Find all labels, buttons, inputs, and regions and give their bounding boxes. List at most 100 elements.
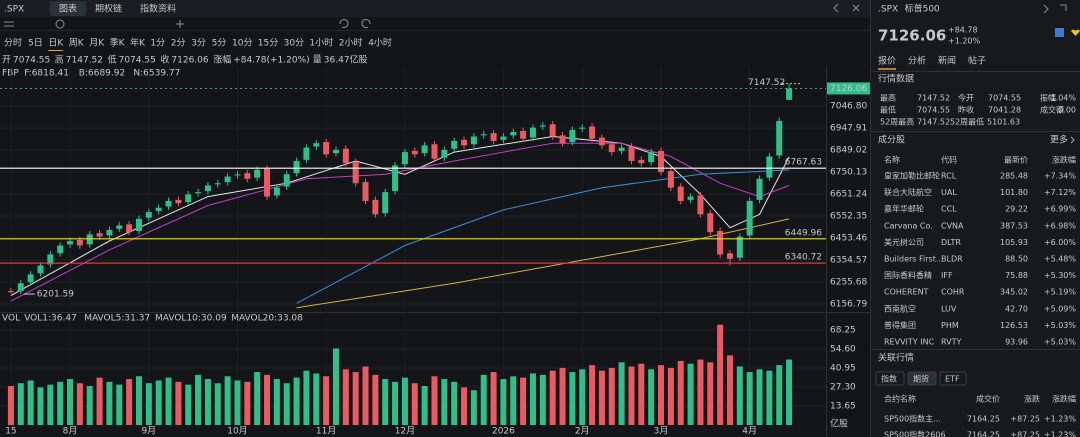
related-tab[interactable]: ETF <box>945 375 960 384</box>
candle-body <box>648 152 655 163</box>
sidebar-tab[interactable]: 帖子 <box>968 55 986 67</box>
period-button[interactable]: 5分 <box>212 38 227 49</box>
candle-body <box>283 174 290 187</box>
period-button[interactable]: 30分 <box>284 38 304 49</box>
constituent-cell: +5.09% <box>1044 304 1077 313</box>
period-button[interactable]: 年K <box>130 37 146 49</box>
volume-bar <box>204 379 211 425</box>
period-button[interactable]: 2小时 <box>339 37 363 49</box>
candle-body <box>717 231 724 255</box>
related-tab[interactable]: 期货 <box>913 374 929 384</box>
constituent-cell[interactable]: 国际香料香精 <box>884 270 932 280</box>
related-background <box>871 349 1080 437</box>
sidebar-tab[interactable]: 新闻 <box>938 55 956 67</box>
icon[interactable] <box>4 21 14 27</box>
candle-body <box>47 254 54 265</box>
column-header: 涨跌幅 <box>1052 394 1076 404</box>
volume-bar <box>589 365 596 425</box>
period-button[interactable]: 分时 <box>4 37 22 49</box>
related-cell: 7164.25 <box>967 431 1000 437</box>
low-marker-label: 6201.59 <box>37 290 74 300</box>
data-label: 52周最高 <box>880 117 914 127</box>
constituent-cell[interactable]: Carvana Co. <box>884 221 933 230</box>
sidebar-change: +84.78 <box>948 26 978 35</box>
constituent-cell[interactable]: COHERENT <box>884 288 929 297</box>
related-cell[interactable]: SP500指数主... <box>884 414 941 424</box>
volume-bar <box>155 380 162 425</box>
period-button[interactable]: 1分 <box>150 38 165 49</box>
constituent-cell[interactable]: 西南航空 <box>884 303 916 313</box>
period-button[interactable]: 季K <box>110 37 126 49</box>
volume-bar <box>559 367 566 425</box>
volume-bar <box>293 377 300 425</box>
volume-bar <box>539 374 546 425</box>
tab[interactable]: 图表 <box>59 3 77 15</box>
tab[interactable]: 指数资料 <box>140 3 176 15</box>
icon[interactable] <box>55 19 65 29</box>
period-button[interactable]: 15分 <box>258 38 278 49</box>
candle-body <box>195 192 202 194</box>
candle-body <box>244 173 251 179</box>
period-button[interactable]: 3分 <box>191 38 206 49</box>
sidebar-tab[interactable]: 分析 <box>908 55 926 67</box>
period-button[interactable]: 周K <box>69 38 85 49</box>
candle-body <box>293 160 300 174</box>
candle-body <box>17 283 24 292</box>
constituent-cell[interactable]: 美元树公司 <box>884 237 924 247</box>
candle-body <box>451 140 458 149</box>
volume-bar <box>106 381 113 425</box>
period-button[interactable]: 5日 <box>28 38 43 49</box>
constituent-cell[interactable]: Builders First... <box>884 255 943 264</box>
related-cell[interactable]: SP500指数2606 <box>884 430 946 437</box>
icon[interactable] <box>852 4 860 12</box>
x-tick-label: 2026 <box>492 427 515 437</box>
toolbar-icons[interactable] <box>4 3 860 29</box>
period-button[interactable]: 月K <box>89 38 105 49</box>
constituent-cell: +5.19% <box>1044 288 1077 297</box>
volume-legend-entry: VOL1:36.47 <box>24 314 77 324</box>
data-value: 7041.28 <box>988 106 1021 115</box>
candle-body <box>510 132 517 136</box>
candle-body <box>254 169 261 178</box>
related-cell: +87.25 <box>1010 415 1040 424</box>
tab[interactable]: 期权链 <box>95 3 122 15</box>
period-button[interactable]: 4小时 <box>368 37 392 49</box>
y-tick-label: 40.95 <box>830 363 856 373</box>
candle-body <box>273 187 280 196</box>
constituent-cell[interactable]: 皇家加勒比邮轮 <box>884 171 940 181</box>
candle-body <box>234 174 241 176</box>
constituent-cell[interactable]: 嘉年华邮轮 <box>884 204 924 214</box>
icon[interactable] <box>176 20 184 28</box>
icon[interactable] <box>361 19 371 28</box>
candle-body <box>707 213 714 233</box>
constituent-cell[interactable]: REVVITY INC <box>884 338 935 347</box>
sidebar-tab[interactable]: 报价 <box>878 55 896 67</box>
volume-bar <box>490 372 497 425</box>
last-price-box <box>827 82 870 95</box>
section-title: 行情数据 <box>878 73 914 85</box>
sidebar-price: 7126.06 <box>878 27 946 45</box>
data-value: 7147.52 <box>917 118 950 127</box>
icon[interactable] <box>1043 4 1067 14</box>
constituent-cell: 345.02 <box>1000 288 1028 297</box>
period-button[interactable]: 日K <box>48 38 64 49</box>
volume-bar <box>411 383 418 425</box>
volume-bar <box>234 380 241 425</box>
volume-title: VOL <box>2 314 20 324</box>
period-button[interactable]: 1小时 <box>309 37 333 49</box>
constituent-cell: 285.48 <box>1000 172 1028 181</box>
period-button[interactable]: 2分 <box>171 38 186 49</box>
period-button[interactable]: 10分 <box>232 38 252 49</box>
constituent-cell[interactable]: 联合大陆航空 <box>884 187 932 197</box>
volume-bar <box>707 362 714 425</box>
icon[interactable] <box>339 19 349 28</box>
related-cell: 7164.25 <box>967 415 1000 424</box>
constituent-cell[interactable]: 普得集团 <box>884 320 916 330</box>
icon[interactable] <box>833 3 839 13</box>
candle-body <box>27 274 34 283</box>
data-label: 振幅 <box>1040 93 1056 103</box>
related-tab[interactable]: 指数 <box>881 374 897 384</box>
constituent-cell: +6.98% <box>1044 221 1077 230</box>
more-link[interactable]: 更多 <box>1050 134 1068 146</box>
